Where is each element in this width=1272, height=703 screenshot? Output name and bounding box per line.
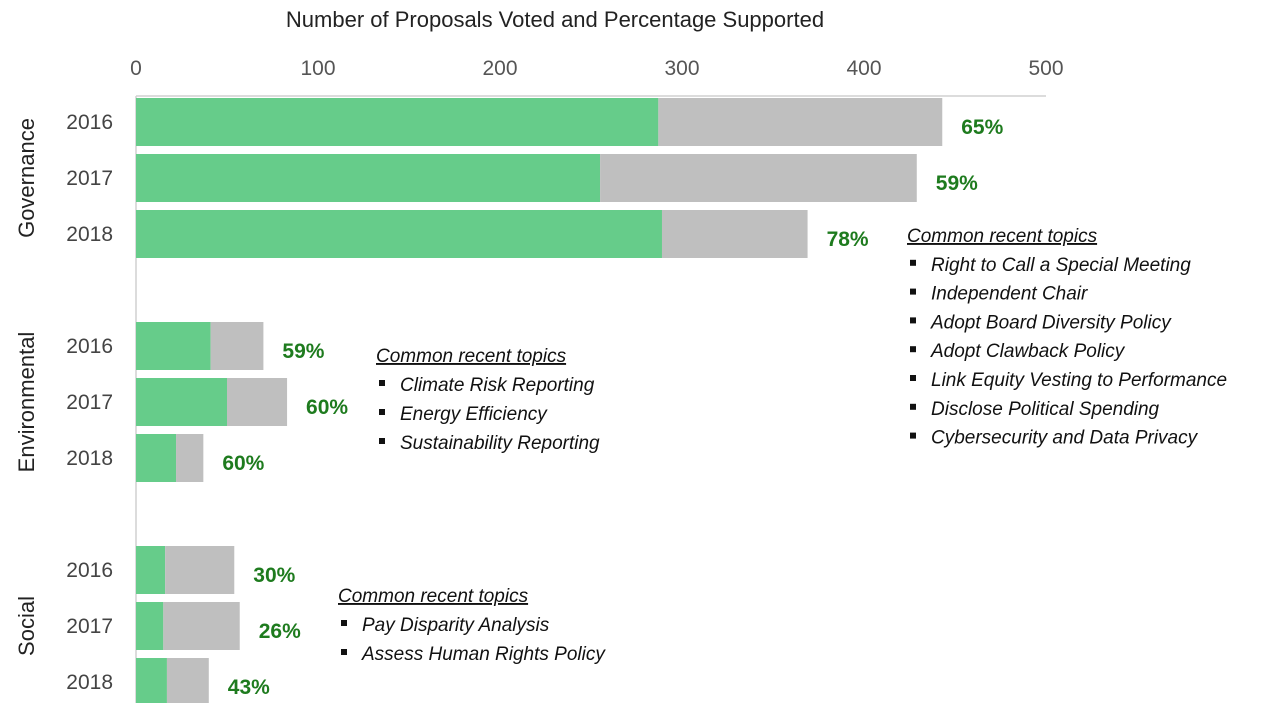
annotations: Common recent topics Right to Call a Spec… — [338, 226, 1227, 665]
bar-supported — [136, 434, 177, 482]
bar-supported — [136, 658, 167, 703]
bar-not-supported — [163, 602, 240, 650]
annotation-item: Pay Disparity Analysis — [362, 615, 550, 636]
year-label: 2018 — [66, 671, 113, 694]
x-tick-label: 200 — [482, 57, 517, 80]
bar-not-supported — [661, 210, 808, 258]
bar-supported — [136, 98, 659, 146]
bar-supported — [136, 154, 601, 202]
bar-not-supported — [176, 434, 204, 482]
bullet-icon — [379, 409, 385, 415]
bullet-icon — [910, 375, 916, 381]
bar-not-supported — [166, 658, 209, 703]
annotation-item: Climate Risk Reporting — [400, 375, 595, 396]
annotation-item: Adopt Clawback Policy — [930, 341, 1126, 362]
annotation-governance: Common recent topics Right to Call a Spec… — [907, 226, 1227, 449]
group-governance: Governance 2016 65% 2017 59% 2018 78% — [14, 98, 1004, 258]
group-social: Social 2016 30% 2017 26% 2018 43% — [14, 546, 301, 703]
percent-label: 59% — [936, 172, 978, 195]
percent-label: 26% — [259, 620, 301, 643]
percent-label: 59% — [282, 340, 324, 363]
annotation-item: Cybersecurity and Data Privacy — [931, 428, 1199, 449]
bar-supported — [136, 322, 211, 370]
bar-not-supported — [210, 322, 264, 370]
group-environmental: Environmental 2016 59% 2017 60% 2018 60% — [14, 322, 348, 482]
annotation-title: Common recent topics — [907, 226, 1098, 247]
bar-supported — [136, 602, 164, 650]
bar-not-supported — [227, 378, 288, 426]
annotation-title: Common recent topics — [376, 346, 567, 367]
bar-not-supported — [658, 98, 943, 146]
category-label: Social — [14, 596, 39, 656]
bullet-icon — [910, 403, 916, 410]
bullet-icon — [910, 288, 916, 295]
x-tick-label: 500 — [1028, 57, 1063, 80]
annotation-item: Energy Efficiency — [400, 404, 548, 425]
year-label: 2016 — [66, 111, 113, 134]
x-tick-label: 300 — [664, 57, 699, 80]
annotation-item: Disclose Political Spending — [931, 399, 1160, 420]
year-label: 2016 — [66, 335, 113, 358]
annotation-title: Common recent topics — [338, 586, 529, 607]
percent-label: 30% — [253, 564, 295, 587]
x-tick-label: 100 — [300, 57, 335, 80]
percent-label: 60% — [222, 452, 264, 475]
annotation-item: Sustainability Reporting — [400, 433, 600, 454]
percent-label: 65% — [961, 116, 1003, 139]
bullet-icon — [341, 649, 347, 655]
bar-supported — [136, 378, 227, 426]
annotation-item: Right to Call a Special Meeting — [931, 255, 1191, 276]
x-tick-label: 400 — [846, 57, 881, 80]
bar-not-supported — [600, 154, 917, 202]
category-label: Governance — [14, 118, 39, 238]
x-tick-label: 0 — [130, 57, 142, 80]
bar-supported — [136, 210, 662, 258]
percent-label: 60% — [306, 396, 348, 419]
bullet-icon — [910, 432, 916, 439]
percent-label: 43% — [228, 676, 270, 699]
bars: Governance 2016 65% 2017 59% 2018 78% Environme… — [14, 98, 1004, 703]
percent-label: 78% — [827, 228, 869, 251]
annotation-social: Common recent topics Pay Disparity Analys… — [338, 586, 606, 665]
annotation-environmental: Common recent topics Climate Risk Reporti… — [376, 346, 600, 454]
bullet-icon — [910, 346, 916, 353]
year-label: 2018 — [66, 223, 113, 246]
bullet-icon — [379, 380, 385, 386]
year-label: 2017 — [66, 391, 113, 414]
bar-not-supported — [165, 546, 235, 594]
bullet-icon — [379, 438, 385, 444]
annotation-item: Independent Chair — [931, 284, 1088, 305]
year-label: 2018 — [66, 447, 113, 470]
annotation-item: Assess Human Rights Policy — [361, 644, 606, 665]
category-label: Environmental — [14, 332, 39, 473]
bar-supported — [136, 546, 166, 594]
year-label: 2016 — [66, 559, 113, 582]
chart-title: Number of Proposals Voted and Percentage… — [286, 7, 824, 32]
year-label: 2017 — [66, 167, 113, 190]
bullet-icon — [910, 259, 916, 266]
annotation-item: Adopt Board Diversity Policy — [930, 312, 1172, 333]
annotation-item: Link Equity Vesting to Performance — [931, 370, 1227, 391]
bullet-icon — [910, 317, 916, 324]
bullet-icon — [341, 620, 347, 626]
year-label: 2017 — [66, 615, 113, 638]
